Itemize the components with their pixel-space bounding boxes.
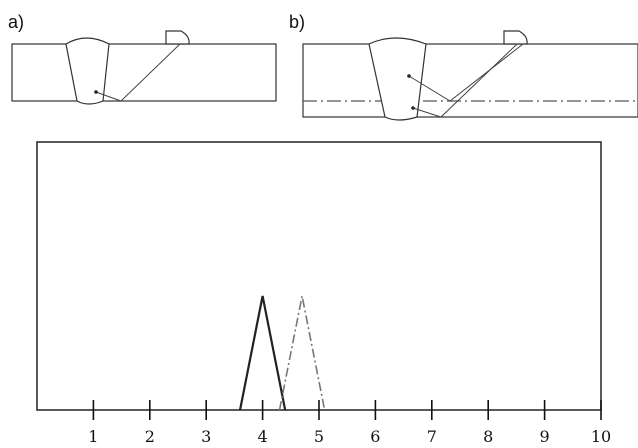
- plate-b: [302, 43, 638, 118]
- echo-peak-1: [238, 295, 287, 411]
- beam-path-b-upper: [408, 43, 524, 102]
- x-tick-label: 5: [314, 427, 324, 446]
- x-tick-label: 9: [540, 427, 550, 446]
- x-tick-label: 6: [370, 427, 380, 446]
- x-tick-label: 1: [88, 427, 98, 446]
- chart-frame: [36, 141, 602, 411]
- x-tick-label: 8: [483, 427, 493, 446]
- weld-bead-a: [65, 37, 110, 105]
- echo-peak-2: [278, 295, 326, 411]
- x-tick-label: 3: [201, 427, 211, 446]
- x-tick-label: 4: [258, 427, 268, 446]
- panel-a-label: a): [8, 12, 24, 32]
- x-tick-label: 10: [591, 427, 611, 446]
- transducer-a: [165, 30, 190, 45]
- panel-a: a): [8, 12, 277, 105]
- transducer-b: [503, 30, 528, 45]
- beam-path-a: [95, 43, 181, 102]
- panel-b-label: b): [289, 12, 305, 32]
- plate-a: [11, 43, 277, 102]
- x-axis-ticks: 1 2 3 4 5 6 7 8 9 10: [88, 400, 611, 446]
- defect-point-b-upper: [407, 74, 411, 78]
- chart: 1 2 3 4 5 6 7 8 9 10: [36, 141, 611, 446]
- x-tick-label: 2: [145, 427, 155, 446]
- series-group: [238, 295, 326, 411]
- x-tick-label: 7: [427, 427, 437, 446]
- defect-point-b-lower: [411, 106, 415, 110]
- weld-bead-b: [368, 37, 427, 121]
- beam-path-b-lower: [412, 43, 518, 118]
- defect-point-a: [94, 90, 98, 94]
- panel-b: b): [289, 12, 638, 121]
